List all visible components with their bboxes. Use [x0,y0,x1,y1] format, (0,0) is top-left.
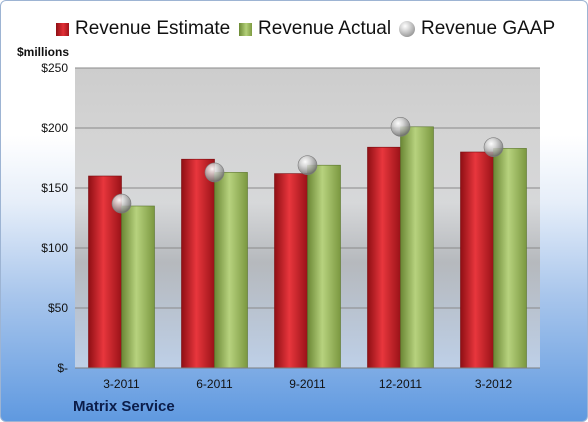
legend-item-actual: Revenue Actual [239,9,391,49]
x-tick-label: 3-2011 [103,377,140,391]
legend: Revenue Estimate Revenue Actual Revenue … [1,9,587,49]
bar-revenue-estimate [181,158,215,369]
bar-revenue-actual [493,148,527,369]
bar-revenue-actual [307,164,341,369]
bar-revenue-actual [214,172,248,369]
legend-item-gaap: Revenue GAAP [399,9,555,49]
company-name: Matrix Service [73,398,175,415]
legend-swatch-estimate [56,22,69,36]
legend-label-actual: Revenue Actual [258,18,392,39]
legend-label-estimate: Revenue Estimate [75,18,231,39]
bar-revenue-actual [400,126,434,369]
bars [88,126,527,369]
marker-revenue-gaap [390,117,411,137]
bar-revenue-actual [121,205,155,369]
x-axis-ticks: 3-2011 6-2011 9-2011 12-2011 3-2012 [103,377,512,391]
y-tick-label: $150 [41,181,68,195]
marker-revenue-gaap [111,193,132,214]
legend-label-gaap: Revenue GAAP [421,18,556,39]
y-axis-ticks: $- $50 $100 $150 $200 $250 [41,61,68,375]
y-tick-label: $50 [48,301,68,315]
gaap-markers [111,117,504,214]
legend-marker-gaap [399,21,415,37]
y-tick-label: $200 [41,121,68,135]
y-tick-label: $100 [41,241,68,255]
x-tick-label: 6-2011 [196,377,233,391]
marker-revenue-gaap [297,155,318,175]
marker-revenue-gaap [204,162,225,183]
bar-revenue-estimate [274,173,308,369]
x-tick-label: 12-2011 [379,377,422,391]
y-axis-unit-label: $millions [17,45,70,59]
legend-item-estimate: Revenue Estimate [56,9,230,49]
marker-revenue-gaap [483,137,504,157]
y-tick-label: $250 [41,61,68,75]
bar-revenue-estimate [367,146,401,369]
y-tick-label: $- [57,361,68,375]
x-tick-label: 9-2011 [289,377,326,391]
x-tick-label: 3-2012 [475,377,513,391]
legend-swatch-actual [239,22,252,36]
bar-revenue-estimate [460,151,494,369]
